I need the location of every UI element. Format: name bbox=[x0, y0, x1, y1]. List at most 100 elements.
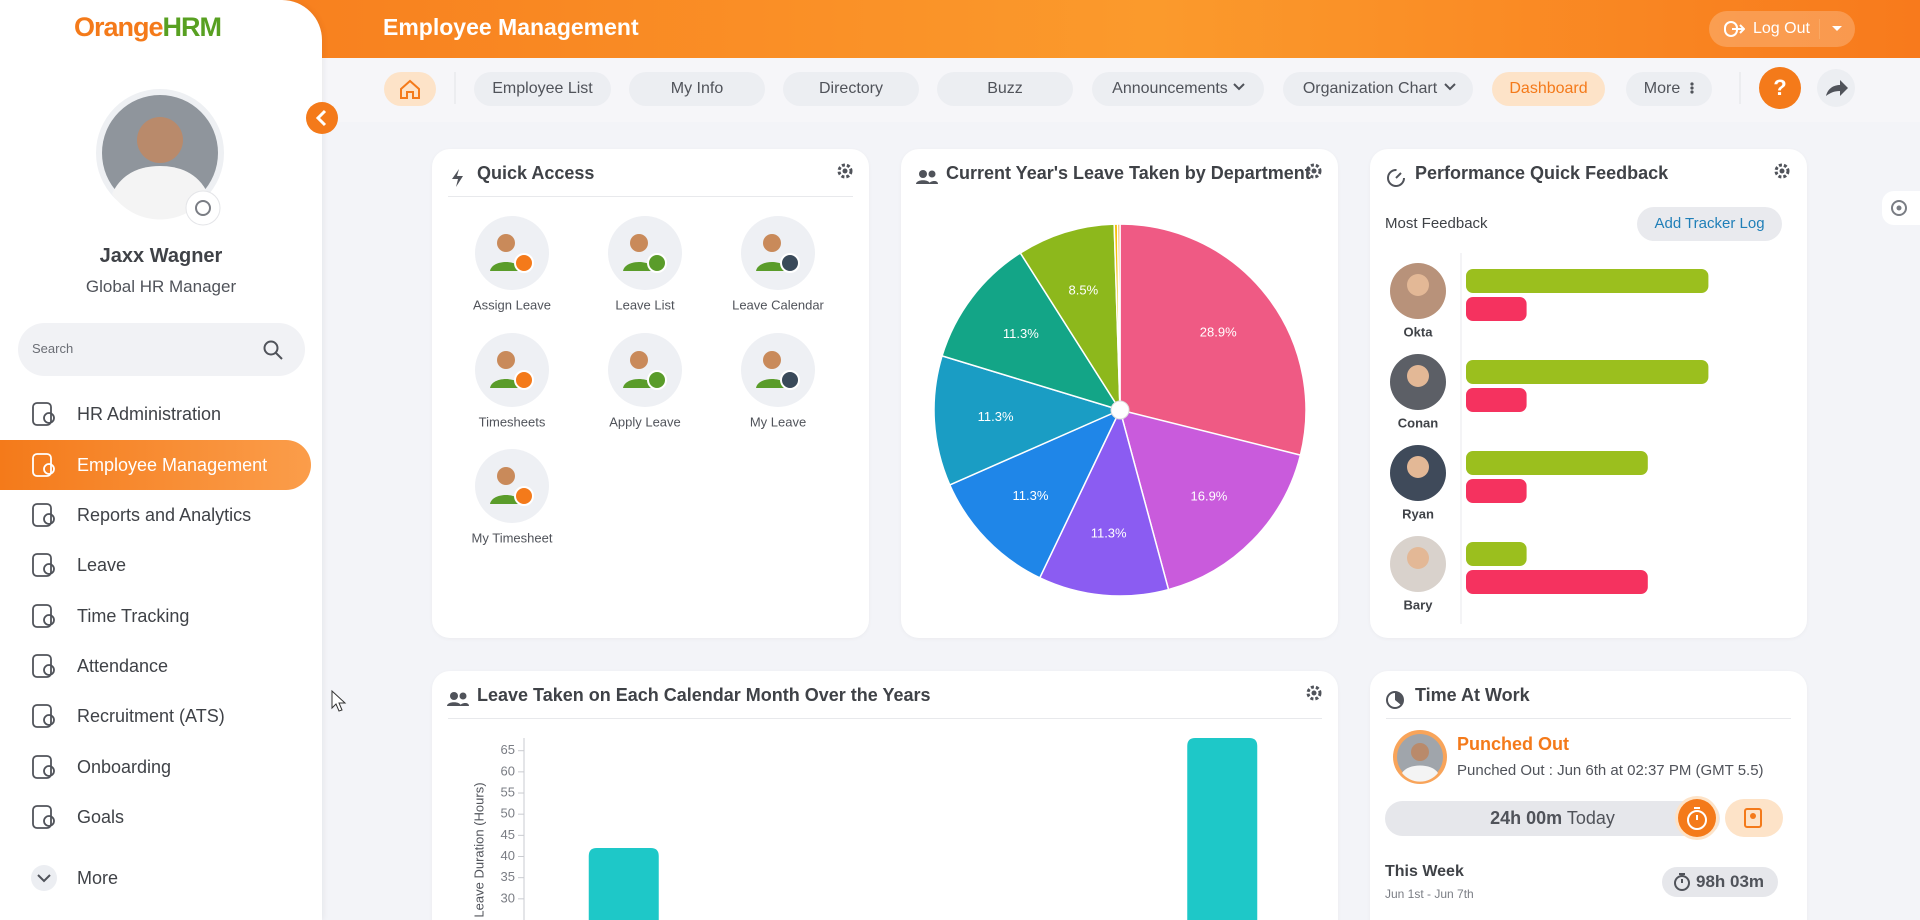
menu-item[interactable]: Time Tracking bbox=[0, 591, 311, 641]
pie-slice bbox=[1118, 408, 1302, 591]
card-settings[interactable] bbox=[837, 163, 853, 179]
menu-label: Reports and Analytics bbox=[77, 505, 252, 525]
performance-card: Performance Quick Feedback Most Feedback… bbox=[1370, 149, 1807, 638]
pie-slice bbox=[1019, 223, 1121, 413]
quick-access-icon bbox=[490, 379, 522, 388]
logout-menu[interactable] bbox=[1819, 11, 1855, 47]
menu-icon bbox=[32, 654, 55, 678]
settings-tab[interactable] bbox=[1882, 191, 1920, 225]
user-avatar bbox=[96, 89, 224, 226]
menu-item[interactable]: Employee Management bbox=[0, 440, 311, 490]
feedback-bar bbox=[1466, 360, 1709, 384]
quick-access-icon bbox=[756, 379, 788, 388]
menu-item[interactable]: Leave bbox=[0, 540, 311, 590]
person-name: Okta bbox=[1404, 324, 1434, 339]
logout-button[interactable]: Log Out bbox=[1709, 11, 1855, 47]
time-at-work-card: Time At Work Punched Out Punched Out : J… bbox=[1370, 671, 1807, 920]
user-name: Jaxx Wagner bbox=[99, 245, 223, 267]
quick-access-icon bbox=[780, 253, 800, 273]
punch-detail: Punched Out : Jun 6th at 02:37 PM (GMT 5… bbox=[1457, 762, 1764, 779]
card-title: Time At Work bbox=[1415, 685, 1530, 705]
card-settings[interactable] bbox=[1306, 685, 1322, 701]
help-button[interactable] bbox=[1759, 67, 1801, 109]
card-title: Quick Access bbox=[477, 163, 595, 183]
menu-label: Attendance bbox=[77, 656, 169, 676]
menu-label: More bbox=[77, 868, 119, 888]
menu-item[interactable]: Onboarding bbox=[0, 742, 311, 792]
quick-access-icon bbox=[630, 234, 648, 252]
nav-item[interactable]: More bbox=[1626, 72, 1712, 106]
quick-access-label: Leave List bbox=[615, 297, 675, 312]
punch-avatar bbox=[1393, 730, 1447, 784]
feedback-bar bbox=[1466, 479, 1527, 503]
feedback-bar bbox=[1466, 269, 1709, 293]
quick-access-icon-bg[interactable] bbox=[475, 449, 549, 523]
nav-item[interactable]: My Info bbox=[629, 72, 765, 106]
search-box[interactable]: Search bbox=[18, 323, 305, 376]
quick-access-icon bbox=[647, 253, 667, 273]
menu-label: Leave bbox=[77, 555, 127, 575]
menu-more[interactable]: More bbox=[0, 853, 311, 903]
menu-item[interactable]: Recruitment (ATS) bbox=[0, 691, 311, 741]
quick-access-icon bbox=[623, 379, 655, 388]
y-tick-label: 40 bbox=[501, 848, 515, 863]
menu-label: Time Tracking bbox=[77, 606, 190, 626]
quick-access-icon bbox=[780, 370, 800, 390]
quick-access-icon bbox=[514, 253, 534, 273]
nav-item[interactable]: Directory bbox=[783, 72, 919, 106]
quick-access-icon bbox=[497, 467, 515, 485]
search-placeholder: Search bbox=[32, 341, 74, 356]
menu-icon bbox=[32, 755, 55, 779]
quick-access-icon bbox=[490, 495, 522, 504]
quick-access-icon-bg[interactable] bbox=[608, 333, 682, 407]
nav-item[interactable]: Buzz bbox=[937, 72, 1073, 106]
quick-access-icon-bg[interactable] bbox=[741, 216, 815, 290]
menu-label: Employee Management bbox=[77, 455, 268, 475]
home-button[interactable] bbox=[384, 72, 436, 106]
menu-item[interactable]: Goals bbox=[0, 792, 311, 842]
nav-item[interactable]: Announcements bbox=[1092, 72, 1264, 106]
quick-access-icon bbox=[514, 370, 534, 390]
quick-access-label: My Timesheet bbox=[472, 530, 553, 545]
quick-access-icon bbox=[763, 234, 781, 252]
pie-slice bbox=[933, 354, 1123, 486]
nav-item[interactable]: Employee List bbox=[474, 72, 611, 106]
nav-item[interactable]: Dashboard bbox=[1492, 72, 1605, 106]
quick-access-icon bbox=[490, 262, 522, 271]
menu-item[interactable]: Attendance bbox=[0, 641, 311, 691]
bar bbox=[588, 848, 659, 920]
card-settings[interactable] bbox=[1774, 163, 1790, 179]
card-icon bbox=[916, 170, 938, 184]
card-title: Current Year's Leave Taken by Department bbox=[946, 163, 1311, 183]
card-icon bbox=[1387, 169, 1405, 187]
quick-access-icon-bg[interactable] bbox=[741, 333, 815, 407]
person-name: Bary bbox=[1404, 597, 1434, 612]
quick-access-icon-bg[interactable] bbox=[475, 333, 549, 407]
person-avatar bbox=[1407, 365, 1429, 387]
collapse-button[interactable] bbox=[306, 102, 338, 134]
y-axis-label: Leave Duration (Hours) bbox=[471, 782, 486, 917]
today-bar: 24h 00m Today bbox=[1385, 801, 1720, 836]
quick-access-icon bbox=[763, 351, 781, 369]
nav-item[interactable]: Organization Chart bbox=[1283, 72, 1473, 106]
menu-item[interactable]: HR Administration bbox=[0, 389, 311, 439]
quick-access-icon-bg[interactable] bbox=[608, 216, 682, 290]
menu-icon bbox=[32, 402, 55, 426]
quick-access-icon-bg[interactable] bbox=[475, 216, 549, 290]
person-name: Conan bbox=[1398, 415, 1439, 430]
quick-access-grid: Assign Leave Leave List Leave Calendar Time… bbox=[472, 216, 825, 545]
y-tick-label: 45 bbox=[501, 827, 515, 842]
pie-label: 11.3% bbox=[978, 409, 1014, 424]
feedback-bar bbox=[1466, 388, 1527, 412]
card-icon bbox=[1386, 691, 1404, 709]
menu-icon bbox=[32, 704, 55, 728]
menu-item[interactable]: Reports and Analytics bbox=[0, 490, 311, 540]
menu-label: Goals bbox=[77, 807, 125, 827]
feedback-bar bbox=[1466, 297, 1527, 321]
menu-icon bbox=[32, 553, 55, 577]
card-settings[interactable] bbox=[1306, 163, 1322, 179]
week-label: This Week bbox=[1385, 863, 1464, 880]
add-tracker-button[interactable]: Add Tracker Log bbox=[1637, 207, 1782, 241]
pie-chart: 28.9% 16.9% 11.3% 11.3% 11.3% 11.3% 8.5% bbox=[933, 223, 1307, 597]
card-subtitle: Most Feedback bbox=[1385, 215, 1488, 232]
